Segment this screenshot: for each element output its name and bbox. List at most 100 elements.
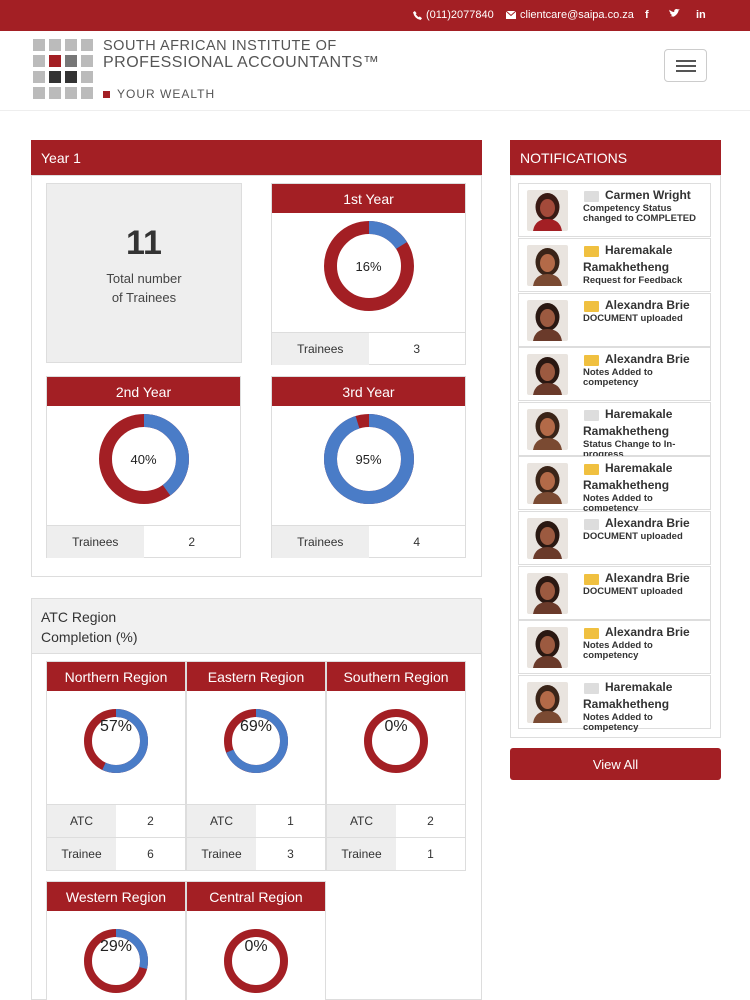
donut-progress-arc <box>224 709 288 773</box>
atc-value: 2 <box>147 814 154 828</box>
notification-message: Competency Status changed to COMPLETED <box>583 203 696 224</box>
trainee-label: Trainee <box>327 838 396 870</box>
notification-item[interactable]: Alexandra Brie Notes Added to competency <box>518 347 711 401</box>
notification-sender: Alexandra Brie <box>605 571 690 585</box>
atc-region-header: ATC Region Completion (%) <box>31 598 482 654</box>
notification-message: Request for Feedback <box>583 275 683 286</box>
envelope-icon <box>584 574 599 585</box>
eastern-region-card: Eastern Region 69% ATC 1 Trainee 3 <box>186 661 326 871</box>
donut-chart <box>98 414 189 504</box>
donut-progress-arc <box>323 221 414 311</box>
notification-message: Notes Added to competency <box>583 640 653 661</box>
notification-message: Notes Added to competency <box>583 712 653 733</box>
donut-chart <box>224 929 288 993</box>
logo-mark[interactable] <box>33 39 95 99</box>
top-contact-bar: (011)2077840 clientcare@saipa.co.za f t … <box>0 0 750 31</box>
row-value: 2 <box>188 535 196 549</box>
envelope-icon <box>584 191 599 202</box>
email-contact[interactable]: clientcare@saipa.co.za <box>506 9 634 21</box>
card-title: 1st Year <box>272 184 465 213</box>
notification-sender: Haremakale Ramakhetheng <box>583 407 673 438</box>
trainee-label: Trainee <box>47 838 116 870</box>
year-panel-title: Year 1 <box>31 140 482 175</box>
notification-sender: Haremakale Ramakhetheng <box>583 461 673 492</box>
notification-message: Notes Added to competency <box>583 493 653 514</box>
row-label: Trainees <box>272 526 369 558</box>
atc-value: 2 <box>427 814 434 828</box>
avatar <box>527 518 568 559</box>
donut-chart <box>323 414 414 504</box>
atc-label: ATC <box>187 805 256 837</box>
avatar <box>527 463 568 504</box>
row-value: 3 <box>413 342 421 356</box>
donut-progress-arc <box>84 929 148 993</box>
notification-message: DOCUMENT uploaded <box>583 531 683 542</box>
envelope-icon <box>584 464 599 475</box>
donut-percent: 57% <box>99 718 133 735</box>
notification-item[interactable]: Haremakale Ramakhetheng Notes Added to co… <box>518 675 711 733</box>
second-year-card: 2nd Year 40% Trainees 2 <box>46 376 241 558</box>
linkedin-icon[interactable]: in <box>696 9 706 21</box>
atc-title-line-1: ATC Region <box>41 609 117 625</box>
twitter-icon[interactable]: t <box>669 9 680 18</box>
total-trainees-count: 11 <box>126 224 162 262</box>
site-header: SOUTH AFRICAN INSTITUTE OF PROFESSIONAL … <box>0 31 750 111</box>
donut-chart <box>84 929 148 993</box>
envelope-icon <box>584 683 599 694</box>
card-title: Southern Region <box>327 662 465 691</box>
trainee-value: 3 <box>287 847 294 861</box>
atc-title-line-2: Completion (%) <box>41 629 138 645</box>
row-value: 4 <box>413 535 421 549</box>
row-label: Trainees <box>272 333 369 365</box>
notification-item[interactable]: Alexandra Brie DOCUMENT uploaded <box>518 566 711 620</box>
phone-contact[interactable]: (011)2077840 <box>413 9 494 21</box>
notification-sender: Haremakale Ramakhetheng <box>583 243 673 274</box>
atc-value: 1 <box>287 814 294 828</box>
notification-item[interactable]: Haremakale Ramakhetheng Status Change to … <box>518 402 711 460</box>
notification-sender: Haremakale Ramakhetheng <box>583 680 673 711</box>
facebook-icon[interactable]: f <box>645 9 649 21</box>
avatar <box>527 409 568 450</box>
donut-chart <box>364 709 428 773</box>
logo-title-line-1: SOUTH AFRICAN INSTITUTE OF <box>103 38 337 54</box>
hamburger-menu-button[interactable] <box>664 49 707 82</box>
notification-item[interactable]: Alexandra Brie DOCUMENT uploaded <box>518 293 711 347</box>
donut-chart <box>224 709 288 773</box>
envelope-icon <box>584 301 599 312</box>
envelope-icon <box>584 410 599 421</box>
total-label-line-2: of Trainees <box>111 290 177 305</box>
notification-message: Status Change to In-progress <box>583 439 676 460</box>
donut-percent: 0% <box>384 718 408 735</box>
card-title: Western Region <box>47 882 185 911</box>
notification-item[interactable]: Alexandra Brie DOCUMENT uploaded <box>518 511 711 565</box>
donut-progress-arc <box>323 414 414 504</box>
notification-sender: Alexandra Brie <box>605 352 690 366</box>
avatar <box>527 682 568 723</box>
notification-sender: Carmen Wright <box>605 188 691 202</box>
total-trainees-summary: 11 Total number of Trainees <box>46 183 242 363</box>
notification-item[interactable]: Carmen Wright Competency Status changed t… <box>518 183 711 237</box>
avatar <box>527 573 568 614</box>
email-address: clientcare@saipa.co.za <box>520 9 634 21</box>
donut-remaining-arc <box>364 709 428 773</box>
notification-message: Notes Added to competency <box>583 367 653 388</box>
view-all-button[interactable]: View All <box>510 748 721 780</box>
total-label-line-1: Total number <box>106 271 182 286</box>
notification-item[interactable]: Alexandra Brie Notes Added to competency <box>518 620 711 674</box>
avatar <box>527 190 568 231</box>
donut-remaining-arc <box>224 929 288 993</box>
donut-percent: 95% <box>355 452 382 467</box>
donut-percent: 16% <box>355 259 382 274</box>
envelope-icon <box>584 355 599 366</box>
notification-message: DOCUMENT uploaded <box>583 586 683 597</box>
third-year-card: 3rd Year 95% Trainees 4 <box>271 376 466 558</box>
atc-label: ATC <box>47 805 116 837</box>
notification-item[interactable]: Haremakale Ramakhetheng Request for Feedb… <box>518 238 711 292</box>
notification-item[interactable]: Haremakale Ramakhetheng Notes Added to co… <box>518 456 711 514</box>
donut-percent: 40% <box>130 452 157 467</box>
logo-title-line-2: PROFESSIONAL ACCOUNTANTS™ <box>103 54 380 71</box>
hamburger-menu-icon <box>676 60 696 62</box>
first-year-card: 1st Year 16% Trainees 3 <box>271 183 466 365</box>
logo-tagline: YOUR WEALTH <box>103 87 215 101</box>
northern-region-card: Northern Region 57% ATC 2 Trainee 6 <box>46 661 186 871</box>
